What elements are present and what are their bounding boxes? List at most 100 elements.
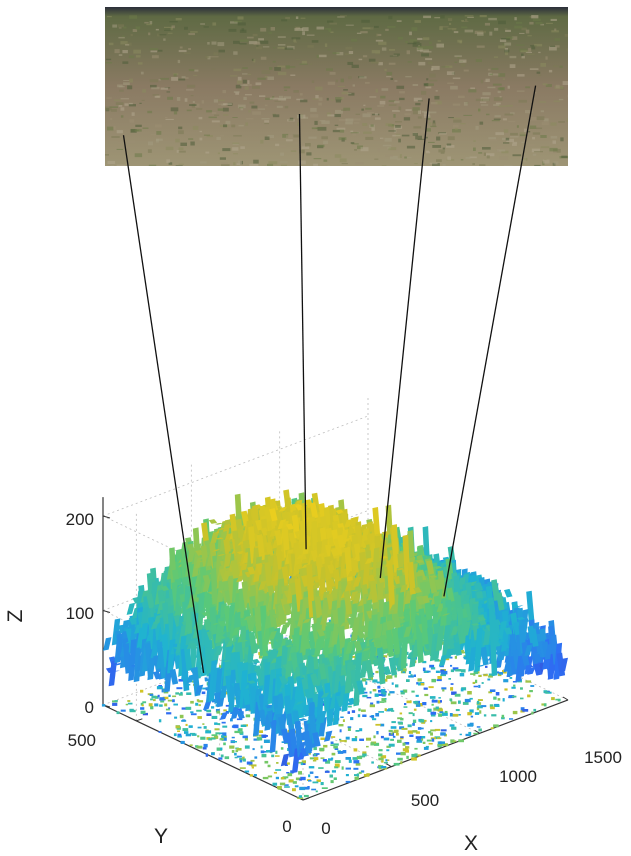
- surface-patch: [428, 577, 438, 594]
- surface-patch: [193, 585, 203, 600]
- photo-texture: [534, 164, 541, 166]
- surface-patch: [222, 645, 232, 687]
- photo-texture: [388, 62, 396, 65]
- floor-cell: [200, 736, 206, 740]
- photo-texture: [173, 111, 178, 115]
- surface-patch: [264, 707, 273, 715]
- floor-cell: [206, 709, 212, 713]
- photo-texture: [218, 103, 223, 106]
- photo-texture: [110, 117, 113, 121]
- photo-texture: [321, 120, 330, 124]
- floor-cell: [162, 696, 169, 700]
- floor-cell: [290, 770, 294, 774]
- photo-texture: [267, 76, 274, 80]
- photo-texture: [473, 147, 476, 151]
- photo-texture: [264, 104, 268, 107]
- floor-cell: [439, 741, 445, 744]
- photo-texture: [559, 65, 563, 68]
- floor-cell: [342, 719, 345, 722]
- floor-cell: [299, 786, 306, 791]
- floor-cell: [242, 758, 246, 762]
- floor-cell: [412, 730, 418, 733]
- photo-texture: [390, 149, 399, 151]
- photo-texture: [313, 158, 322, 160]
- photo-texture: [421, 53, 429, 57]
- floor-cell: [298, 795, 303, 798]
- photo-texture: [293, 38, 296, 43]
- photo-texture: [237, 104, 246, 109]
- photo-texture: [467, 16, 474, 18]
- floor-cell: [339, 740, 346, 742]
- floor-cell: [529, 690, 533, 693]
- floor-cell: [220, 737, 224, 741]
- photo-texture: [437, 40, 442, 42]
- photo-texture: [412, 133, 418, 136]
- photo-texture: [457, 39, 463, 43]
- surface-patch: [346, 617, 356, 625]
- floor-cell: [491, 714, 497, 717]
- surface-patch: [108, 660, 118, 687]
- photo-texture: [112, 24, 117, 28]
- photo-texture: [217, 108, 224, 111]
- floor-cell: [477, 705, 483, 709]
- floor-cell: [338, 724, 344, 727]
- floor-cell: [316, 779, 321, 782]
- floor-cell: [322, 759, 327, 762]
- photo-texture: [114, 99, 121, 102]
- photo-texture: [119, 89, 124, 92]
- photo-texture: [394, 100, 400, 104]
- floor-cell: [470, 673, 475, 675]
- photo-texture: [493, 104, 500, 106]
- photo-texture: [282, 133, 289, 138]
- photo-texture: [564, 34, 568, 37]
- floor-cell: [328, 619, 332, 623]
- floor-cell: [390, 732, 393, 735]
- surface-patch: [225, 640, 235, 648]
- photo-texture: [261, 118, 270, 120]
- photo-texture: [259, 40, 269, 44]
- photo-texture: [432, 163, 440, 166]
- floor-cell: [463, 655, 467, 657]
- photo-texture: [264, 120, 270, 123]
- photo-texture: [181, 76, 186, 79]
- photo-texture: [240, 107, 244, 111]
- photo-texture: [534, 151, 543, 153]
- photo-texture: [501, 38, 510, 41]
- floor-cell: [205, 678, 211, 682]
- surface-patch: [281, 566, 290, 584]
- photo-texture: [294, 26, 301, 29]
- photo-texture: [446, 71, 455, 75]
- surface-patch: [349, 591, 358, 601]
- floor-cell: [101, 704, 106, 707]
- photo-texture: [381, 165, 387, 166]
- floor-cell: [348, 759, 352, 763]
- floor-cell: [264, 760, 269, 764]
- photo-texture: [510, 132, 518, 136]
- floor-cell: [267, 764, 271, 768]
- floor-cell: [416, 740, 423, 743]
- floor-cell: [309, 757, 315, 760]
- surface-patch: [514, 607, 523, 610]
- floor-cell: [211, 706, 215, 709]
- photo-texture: [519, 134, 527, 137]
- photo-texture: [169, 21, 178, 23]
- floor-cell: [370, 702, 374, 706]
- photo-texture: [453, 31, 459, 34]
- photo-texture: [460, 159, 464, 161]
- floor-cell: [460, 688, 464, 692]
- floor-cell: [383, 737, 390, 741]
- floor-cell: [430, 720, 433, 723]
- floor-cell: [125, 703, 128, 706]
- photo-texture: [355, 162, 364, 165]
- floor-cell: [476, 700, 480, 705]
- floor-cell: [404, 703, 407, 706]
- floor-cell: [527, 694, 531, 698]
- photo-texture: [201, 100, 205, 104]
- floor-cell: [168, 707, 171, 709]
- photo-texture: [447, 156, 451, 161]
- floor-cell: [153, 699, 156, 702]
- photo-texture: [545, 22, 553, 24]
- photo-texture: [370, 27, 374, 30]
- floor-cell: [465, 733, 471, 737]
